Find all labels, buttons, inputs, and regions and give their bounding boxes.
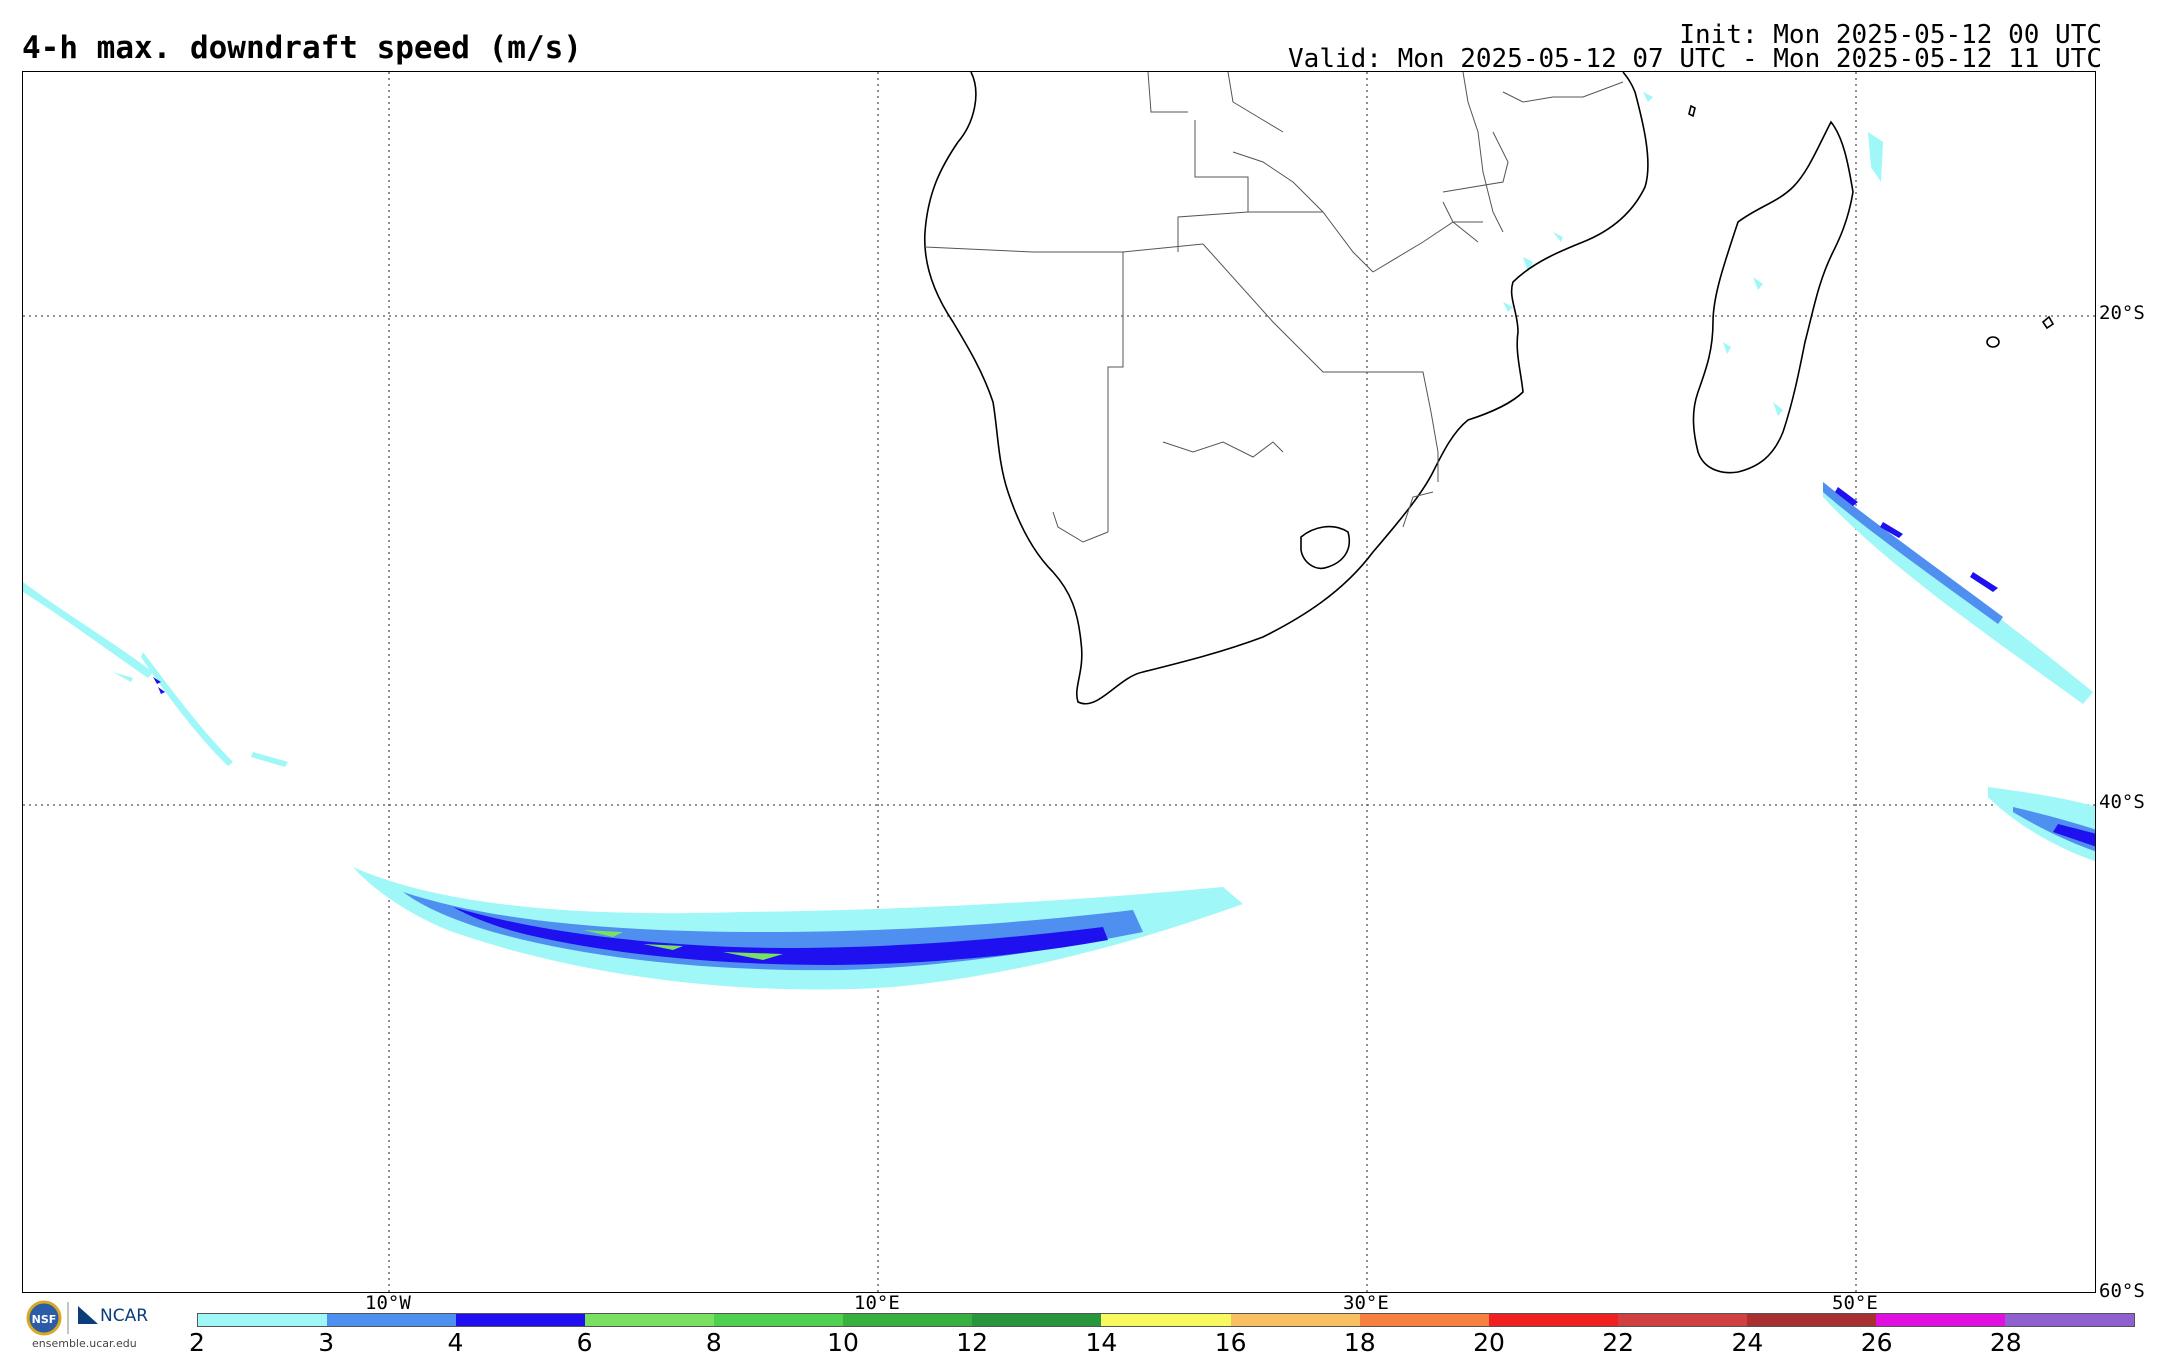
logos: NSF	[26, 1300, 98, 1336]
logo-url: ensemble.ucar.edu	[32, 1337, 137, 1350]
colorbar-segment	[1359, 1314, 1489, 1326]
ncar-label: NCAR	[100, 1306, 149, 1326]
colorbar-tick-label: 8	[705, 1328, 722, 1357]
colorbar-segment	[714, 1314, 844, 1326]
lat-label-60s: 60°S	[2099, 1280, 2145, 1302]
lon-label-10w: 10°W	[365, 1292, 411, 1314]
colorbar-segment	[972, 1314, 1102, 1326]
colorbar-tick-label: 16	[1214, 1328, 1247, 1357]
colorbar-tick-label: 14	[1085, 1328, 1118, 1357]
lon-label-50e: 50°E	[1832, 1292, 1878, 1314]
downdraft-patches-west	[23, 582, 288, 767]
coastline	[923, 72, 2055, 705]
colorbar-tick-label: 26	[1860, 1328, 1893, 1357]
valid-time: Valid: Mon 2025-05-12 07 UTC - Mon 2025-…	[1288, 44, 2102, 74]
downdraft-band-south	[353, 867, 1243, 990]
colorbar-tick-label: 22	[1602, 1328, 1635, 1357]
colorbar-segment	[198, 1314, 328, 1326]
init-time: Init: Mon 2025-05-12 00 UTC	[1679, 20, 2102, 50]
colorbar-segment	[327, 1314, 457, 1326]
map-canvas	[23, 72, 2095, 1292]
map-title: 4-h max. downdraft speed (m/s)	[22, 30, 582, 66]
colorbar-segment	[2004, 1314, 2134, 1326]
colorbar-segment	[843, 1314, 973, 1326]
colorbar-segment	[1488, 1314, 1618, 1326]
downdraft-band-east	[1823, 482, 2095, 862]
graticule	[23, 72, 2095, 1292]
colorbar-segment	[1101, 1314, 1231, 1326]
colorbar-tick-label: 18	[1343, 1328, 1376, 1357]
lat-label-20s: 20°S	[2099, 302, 2145, 324]
colorbar-segment	[1617, 1314, 1747, 1326]
lat-label-40s: 40°S	[2099, 791, 2145, 813]
colorbar-tick-label: 3	[318, 1328, 335, 1357]
colorbar-tick-label: 20	[1473, 1328, 1505, 1357]
lon-label-10e: 10°E	[854, 1292, 900, 1314]
colorbar-segment	[1746, 1314, 1876, 1326]
lon-label-30e: 30°E	[1343, 1292, 1389, 1314]
colorbar-tick-label: 6	[576, 1328, 593, 1357]
colorbar-segment	[1875, 1314, 2005, 1326]
colorbar-tick-label: 12	[956, 1328, 989, 1357]
downdraft-patches-africa	[1503, 92, 1883, 416]
ncar-logo-icon	[78, 1306, 98, 1324]
colorbar-segment	[585, 1314, 715, 1326]
nsf-logo-icon	[26, 1300, 62, 1336]
colorbar-tick-label: 2	[189, 1328, 205, 1357]
colorbar-tick-label: 4	[447, 1328, 464, 1357]
colorbar-segment	[456, 1314, 586, 1326]
colorbar-tick-label: 10	[827, 1328, 859, 1357]
colorbar-segment	[1230, 1314, 1360, 1326]
colorbar	[197, 1313, 2135, 1327]
colorbar-tick-label: 24	[1731, 1328, 1764, 1357]
country-borders	[924, 72, 1624, 543]
nsf-logo-text: NSF	[32, 1313, 57, 1326]
colorbar-tick-label: 28	[1989, 1328, 2022, 1357]
map-panel	[22, 71, 2096, 1293]
